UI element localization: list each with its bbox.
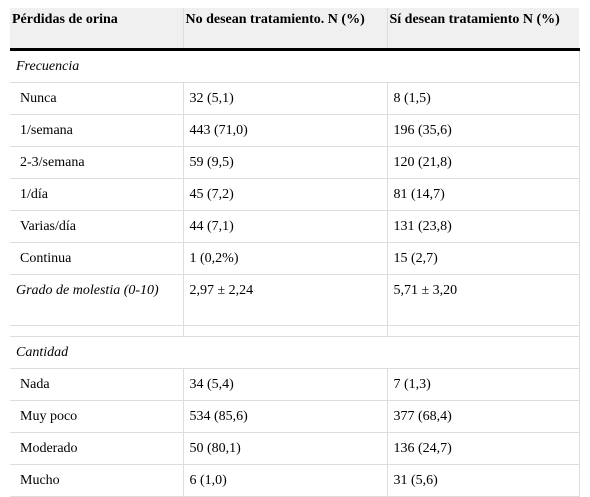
- row: Nunca 32 (5,1) 8 (1,5): [10, 82, 580, 115]
- row: Nada 34 (5,4) 7 (1,3): [10, 368, 580, 401]
- cell: 377 (68,4): [386, 400, 580, 433]
- cell: 44 (7,1): [182, 210, 388, 243]
- row-label: Grado de molestia (0-10): [10, 274, 184, 326]
- row-label: Nada: [10, 368, 184, 401]
- cell: 2,97 ± 2,24: [182, 274, 388, 326]
- row-label: Varias/día: [10, 210, 184, 243]
- row-label: 2-3/semana: [10, 146, 184, 179]
- section-title: Frecuencia: [10, 49, 580, 83]
- spacer-row: [10, 325, 580, 337]
- cell: 7 (1,3): [386, 368, 580, 401]
- header-cell: No desean tratamiento. N (%): [182, 8, 387, 51]
- cell: 15 (2,7): [386, 242, 580, 275]
- cell: 131 (23,8): [386, 210, 580, 243]
- cell: 45 (7,2): [182, 178, 388, 211]
- cell: 120 (21,8): [386, 146, 580, 179]
- cell: 196 (35,6): [386, 114, 580, 147]
- table-body: Frecuencia Nunca 32 (5,1) 8 (1,5) 1/semana 44…: [10, 49, 580, 497]
- cell: 443 (71,0): [182, 114, 388, 147]
- header-cell: Sí desean tratamiento N (%): [386, 8, 579, 51]
- row-label: 1/día: [10, 178, 184, 211]
- row-label: Muy poco: [10, 400, 184, 433]
- row-label: Continua: [10, 242, 184, 275]
- row: 1/semana 443 (71,0) 196 (35,6): [10, 114, 580, 147]
- cell: 81 (14,7): [386, 178, 580, 211]
- cell: 136 (24,7): [386, 432, 580, 465]
- cell: 32 (5,1): [182, 82, 388, 115]
- section-row: Cantidad: [10, 336, 580, 369]
- spacer-cell: [10, 325, 184, 337]
- spacer-cell: [386, 325, 580, 337]
- cell: 8 (1,5): [386, 82, 580, 115]
- row: Varias/día 44 (7,1) 131 (23,8): [10, 210, 580, 243]
- section-title: Cantidad: [10, 336, 580, 369]
- row: 1/día 45 (7,2) 81 (14,7): [10, 178, 580, 211]
- cell: 50 (80,1): [182, 432, 388, 465]
- header-row: Pérdidas de orina No desean tratamiento.…: [10, 8, 579, 51]
- data-table: Pérdidas de orina No desean tratamiento.…: [10, 8, 580, 497]
- row: Grado de molestia (0-10) 2,97 ± 2,24 5,71 …: [10, 274, 580, 326]
- cell: 534 (85,6): [182, 400, 388, 433]
- row: Continua 1 (0,2%) 15 (2,7): [10, 242, 580, 275]
- row: 2-3/semana 59 (9,5) 120 (21,8): [10, 146, 580, 179]
- row: Muy poco 534 (85,6) 377 (68,4): [10, 400, 580, 433]
- row-label: Nunca: [10, 82, 184, 115]
- spacer-cell: [182, 325, 388, 337]
- row-label: 1/semana: [10, 114, 184, 147]
- header-cell: Pérdidas de orina: [10, 8, 183, 51]
- cell: 5,71 ± 3,20: [386, 274, 580, 326]
- row-label: Moderado: [10, 432, 184, 465]
- row: Moderado 50 (80,1) 136 (24,7): [10, 432, 580, 465]
- cell: 34 (5,4): [182, 368, 388, 401]
- cell: 59 (9,5): [182, 146, 388, 179]
- cell: 1 (0,2%): [182, 242, 388, 275]
- section-row: Frecuencia: [10, 49, 580, 83]
